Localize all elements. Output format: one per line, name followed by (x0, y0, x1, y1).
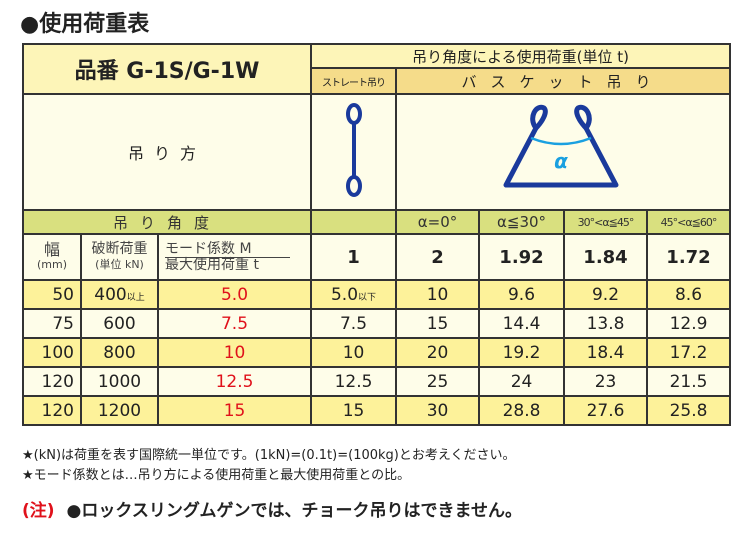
table-row: 120 1200 15 15 30 28.8 27.6 25.8 (22, 395, 732, 426)
warning: (注) ●ロックスリングムゲンでは、チョーク吊りはできません。 (22, 501, 523, 521)
note-mode-factor: ★モード係数とは…吊り方による使用荷重と最大使用荷重との比。 (22, 468, 411, 483)
straight-sling-icon (310, 93, 398, 211)
note-kn: ★(kN)は荷重を表す国際統一単位です。(1kN)=(0.1t)=(100kg)… (22, 448, 516, 463)
hanging-method-label: 吊り方 (21, 93, 313, 211)
break-load-header: 破断荷重 (単位 kN) (80, 233, 159, 281)
angle-straight (310, 209, 398, 235)
load-table: 品番 G-1S/G-1W 吊り角度による使用荷重(単位 t) ストレート吊り バ… (21, 43, 732, 426)
mode-factor-45: 1.84 (563, 233, 649, 281)
angle-60: 45°<α≦60° (646, 209, 732, 235)
angle-30: α≦30° (478, 209, 566, 235)
mode-factor-0: 2 (395, 233, 481, 281)
product-code: 品番 G-1S/G-1W (21, 43, 313, 95)
angle-label: 吊り角度 (21, 209, 313, 235)
table-row: 120 1000 12.5 12.5 25 24 23 21.5 (22, 366, 732, 397)
angle-45: 30°<α≦45° (563, 209, 649, 235)
mode-factor-30: 1.92 (478, 233, 566, 281)
mode-max-header: モード係数 M 最大使用荷重 t (156, 233, 313, 281)
warning-label: (注) (22, 501, 55, 521)
straight-header: ストレート吊り (310, 67, 398, 95)
page-title: ●使用荷重表 (20, 12, 150, 37)
load-by-angle-header: 吊り角度による使用荷重(単位 t) (310, 43, 732, 69)
width-header: 幅 (mm) (22, 233, 82, 281)
mode-factor-straight: 1 (310, 233, 398, 281)
basket-header: バスケット吊り (395, 67, 732, 95)
mode-factor-60: 1.72 (646, 233, 732, 281)
angle-0: α=0° (395, 209, 481, 235)
table-row: 100 800 10 10 20 19.2 18.4 17.2 (22, 337, 732, 368)
table-row: 50 400以上 5.0 5.0以下 10 9.6 9.2 8.6 (22, 279, 732, 310)
alpha-label: α (554, 149, 568, 173)
table-row: 75 600 7.5 7.5 15 14.4 13.8 12.9 (22, 308, 732, 339)
basket-sling-icon: α (395, 93, 732, 211)
